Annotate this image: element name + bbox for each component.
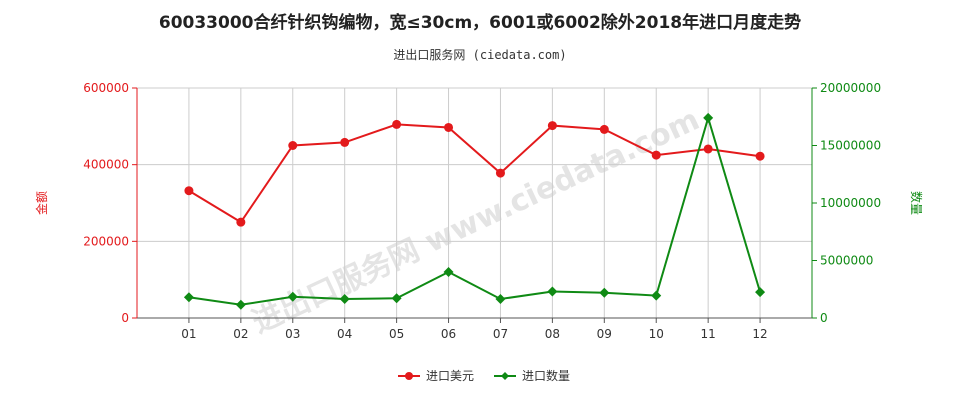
x-tick-label: 04 — [337, 327, 352, 341]
series-1-point — [184, 186, 194, 196]
series-2-point — [443, 267, 454, 277]
series-layer — [183, 112, 766, 310]
legend-marker — [501, 372, 509, 380]
series-1-point — [340, 137, 350, 147]
x-tick-label: 12 — [752, 327, 767, 341]
series-2-point — [547, 286, 558, 297]
series-2-point — [755, 287, 766, 298]
series-1-point — [599, 124, 609, 134]
right-tick-label: 20000000 — [820, 81, 881, 95]
series-2-point — [235, 299, 246, 310]
series-1-point — [444, 122, 454, 132]
legend-marker — [405, 372, 413, 380]
x-tick-label: 05 — [389, 327, 404, 341]
series-1-point — [651, 150, 661, 160]
x-tick-label: 02 — [233, 327, 248, 341]
left-axis-title: 金额 — [34, 191, 49, 215]
series-1-point — [703, 144, 713, 154]
series-1-point — [236, 217, 246, 227]
series-1-point — [547, 121, 557, 131]
right-tick-label: 15000000 — [820, 139, 881, 153]
series-line-2 — [188, 114, 762, 306]
right-tick-label: 10000000 — [820, 196, 881, 210]
left-tick-label: 200000 — [83, 234, 129, 248]
series-2-point — [183, 292, 194, 303]
series-1-point — [755, 151, 765, 161]
series-2-point — [599, 287, 610, 298]
series-1-point — [392, 119, 402, 129]
right-axis-title: 数量 — [909, 191, 924, 215]
series-line-1 — [188, 123, 761, 224]
chart-title: 60033000合纤针织钩编物，宽≤30cm，6001或6002除外2018年进… — [158, 13, 802, 33]
x-tick-label: 11 — [701, 327, 716, 341]
left-tick-label: 0 — [121, 311, 129, 325]
x-tick-label: 03 — [285, 327, 300, 341]
legend-label: 进口美元 — [426, 369, 474, 383]
left-tick-label: 600000 — [83, 81, 129, 95]
x-tick-label: 06 — [441, 327, 456, 341]
series-2-point — [651, 290, 662, 301]
right-tick-label: 5000000 — [820, 254, 873, 268]
series-2-point — [287, 291, 298, 302]
x-tick-label: 08 — [545, 327, 560, 341]
x-tick-label: 09 — [597, 327, 612, 341]
series-2-point — [339, 294, 350, 305]
series-1-point — [288, 141, 298, 150]
series-2-point — [391, 293, 402, 304]
chart-subtitle: 进出口服务网 (ciedata.com) — [393, 48, 567, 62]
legend: 进口美元 进口数量 — [398, 368, 570, 383]
axes: 0 200000 400000 600000 0 5000000 10000000 15000… — [34, 81, 924, 341]
x-tick-label: 10 — [649, 327, 664, 341]
legend-label: 进口数量 — [522, 368, 570, 383]
x-tick-label: 01 — [181, 327, 196, 341]
watermark: 进出口服务网 www.ciedata.com — [247, 102, 705, 340]
series-2-point — [495, 294, 506, 305]
series-1-point — [495, 168, 505, 178]
right-tick-label: 0 — [820, 311, 828, 325]
series-2-point — [703, 112, 714, 123]
x-tick-label: 07 — [493, 327, 508, 341]
left-tick-label: 400000 — [83, 158, 129, 172]
